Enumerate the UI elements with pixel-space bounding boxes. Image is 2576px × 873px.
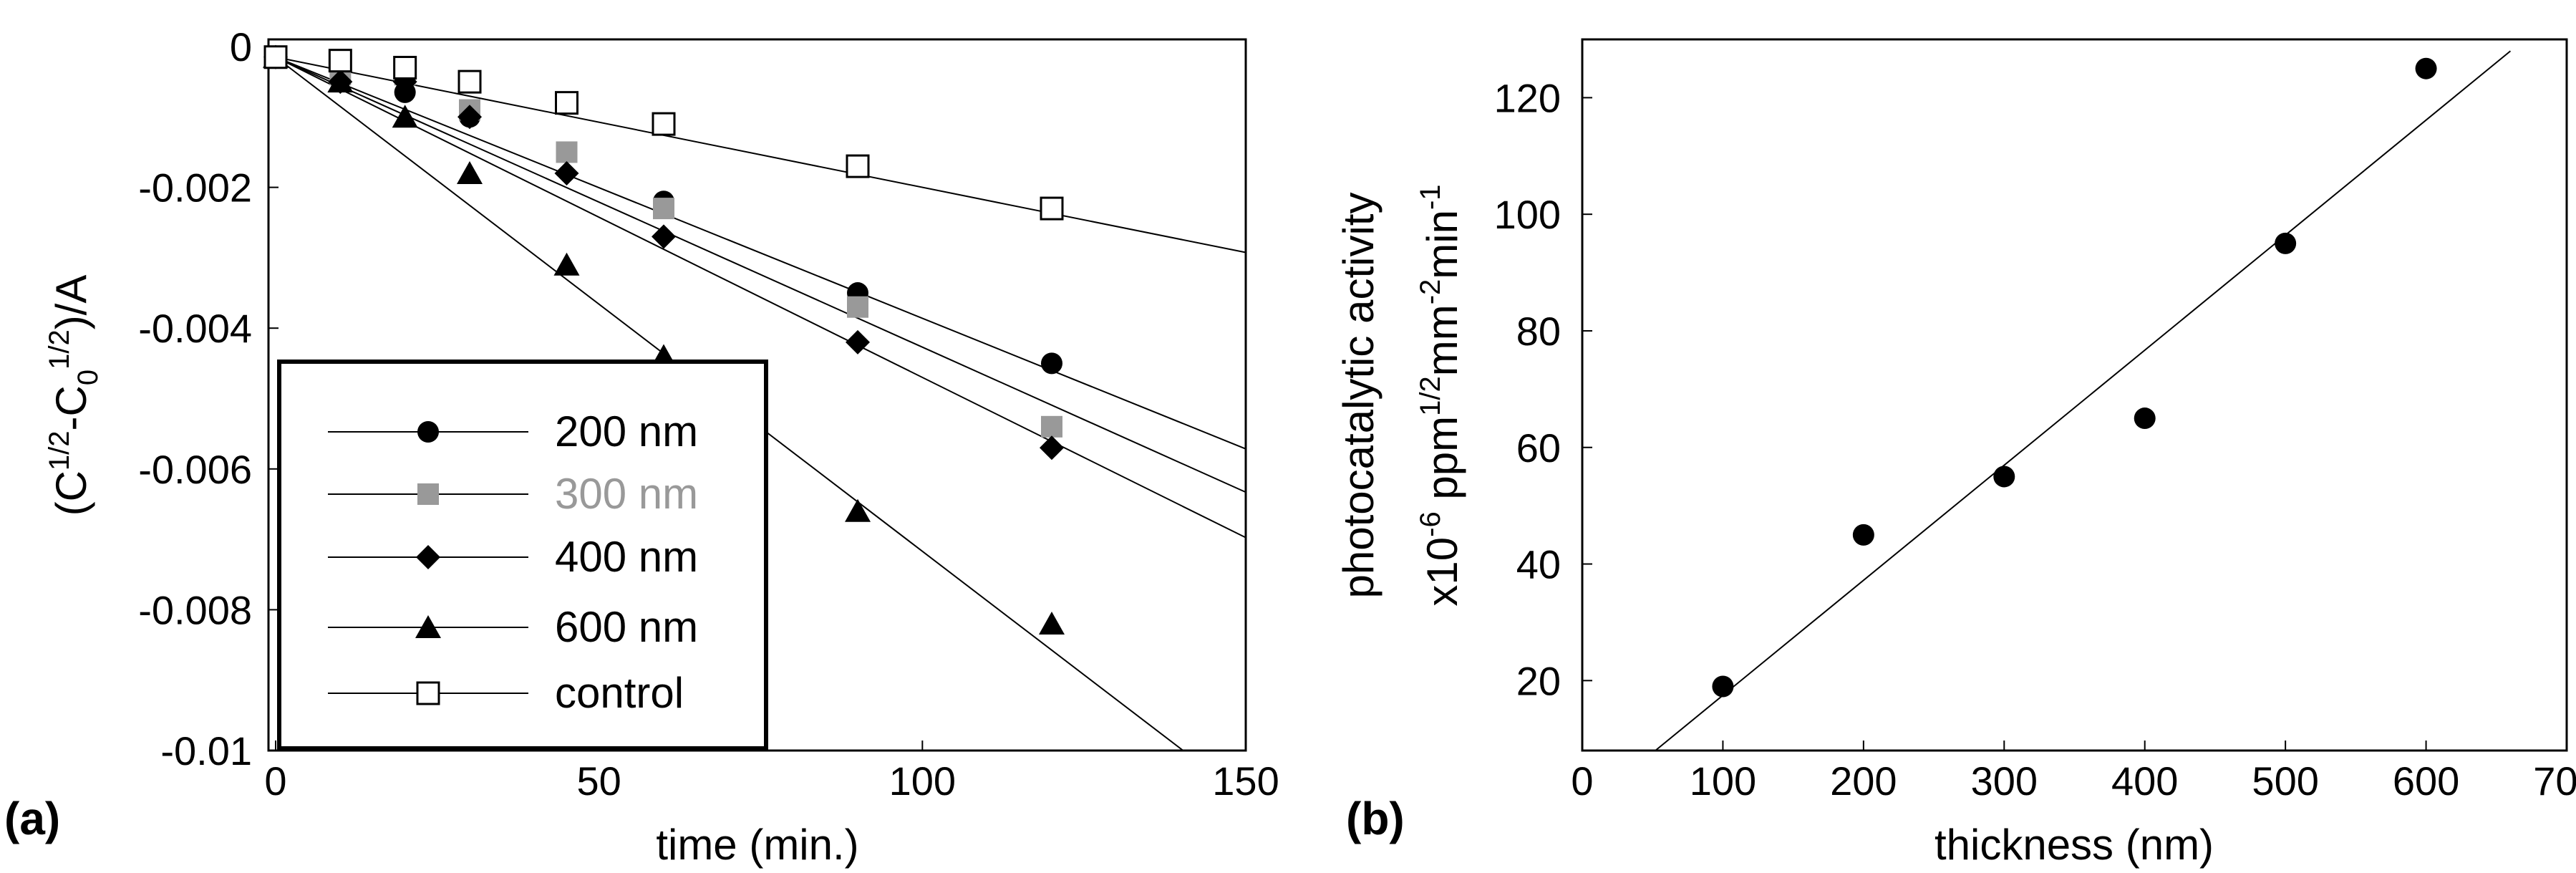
chart-b-y-ticks: 20 40 60 80 100 120 [1494,75,1592,703]
data-point [457,105,482,130]
legend-entry-600nm: 600 nm [328,603,698,651]
legend-entry-200nm: 200 nm [328,407,698,455]
data-point [1993,466,2015,488]
legend-entry-300nm: 300 nm [328,470,698,518]
y-tick-label: -0.006 [138,447,252,492]
data-point [2415,57,2437,79]
legend-box [277,360,768,751]
x-tick-label: 50 [577,758,621,804]
data-point [846,329,870,354]
data-point [847,296,868,318]
data-point [2134,407,2156,430]
chart-a-points [263,44,1065,635]
legend-label: control [555,669,684,717]
data-point [652,224,676,249]
data-point [2275,232,2297,254]
fit-line-control [275,56,1246,254]
chart-a-fit-lines [275,56,1246,751]
data-point [1040,435,1064,460]
chart-b-x-ticks: 0 100 200 300 400 500 600 700 [1571,741,2576,804]
data-point [1041,415,1062,438]
x-tick-label: 600 [2393,758,2459,804]
chart-b: 0 100 200 300 400 500 600 700 20 40 60 80 100 120 th… [1335,38,2576,869]
data-point [327,69,354,93]
legend-marker-open-square [416,681,440,705]
y-tick-label: 20 [1516,658,1561,703]
data-point [555,91,578,115]
data-point [457,69,482,94]
x-tick-label: 200 [1830,758,1897,804]
chart-b-y-axis-label-line1: photocatalytic activity [1335,193,1383,599]
x-tick-label: 0 [1571,758,1593,804]
chart-a: 0 50 100 150 0 -0.002 -0.004 -0.006 -0.008 -0.01… [4,24,1279,869]
x-tick-label: 150 [1212,758,1279,804]
chart-b-plot-frame [1581,38,2568,752]
fit-line-200nm [275,56,1246,450]
data-point [457,160,483,184]
fit-line [1655,50,2512,751]
legend-entry-control: control [328,669,684,717]
legend-marker-circle [417,421,439,443]
x-tick-label: 100 [1690,758,1756,804]
x-tick-label: 300 [1971,758,2038,804]
x-tick-label: 0 [264,758,286,804]
data-point [1712,675,1734,698]
chart-b-fit-line [1655,50,2512,751]
legend-marker-triangle [415,615,441,638]
x-tick-label: 500 [2252,758,2318,804]
data-point [554,160,579,185]
legend-label: 600 nm [555,603,698,651]
chart-b-x-axis-label: thickness (nm) [1935,821,2214,869]
legend-label: 300 nm [555,470,698,518]
data-point [653,198,674,220]
data-point [392,105,418,128]
chart-a-x-ticks: 0 50 100 150 [264,741,1279,804]
y-tick-label: -0.004 [138,306,252,351]
x-tick-label: 400 [2111,758,2178,804]
chart-a-panel-label: (a) [4,793,60,844]
data-point [652,112,676,136]
y-tick-label: -0.01 [160,728,252,773]
y-tick-label: 40 [1516,542,1561,587]
data-point [1852,524,1874,546]
legend-label: 200 nm [555,407,698,455]
chart-a-y-ticks: 0 -0.002 -0.004 -0.006 -0.008 -0.01 [138,24,279,773]
y-tick-label: 80 [1516,309,1561,354]
data-point [328,49,352,73]
data-point [845,498,871,522]
x-tick-label: 700 [2533,758,2576,804]
y-tick-label: 100 [1494,192,1561,237]
data-point [846,154,870,178]
chart-b-panel-label: (b) [1346,793,1405,844]
y-tick-label: -0.002 [138,165,252,211]
chart-a-legend: 200 nm 300 nm 400 nm 600 nm control [277,360,768,751]
data-point [556,141,578,163]
legend-entry-400nm: 400 nm [328,533,698,581]
data-point [393,55,417,79]
y-tick-label: -0.008 [138,587,252,632]
data-point [1040,196,1064,221]
chart-b-points [1712,57,2437,698]
fit-line-300nm [275,56,1246,493]
y-tick-label: 60 [1516,425,1561,471]
series-control [263,45,1064,221]
fit-line-400nm [275,56,1246,539]
y-tick-label: 120 [1494,75,1561,120]
legend-marker-diamond [416,545,440,569]
legend-marker-square [417,483,439,505]
data-point [553,252,580,276]
y-tick-label: 0 [230,24,252,69]
chart-a-y-axis-label: (C1/2-C01/2)/A [44,275,104,516]
data-point [1039,612,1065,635]
chart-a-x-axis-label: time (min.) [656,821,858,869]
chart-b-y-axis-label-line2: x10-6 ppm1/2mm-2min-1 [1415,184,1466,606]
x-tick-label: 100 [889,758,956,804]
data-point [263,45,288,69]
legend-label: 400 nm [555,533,698,581]
data-point [1041,352,1062,375]
